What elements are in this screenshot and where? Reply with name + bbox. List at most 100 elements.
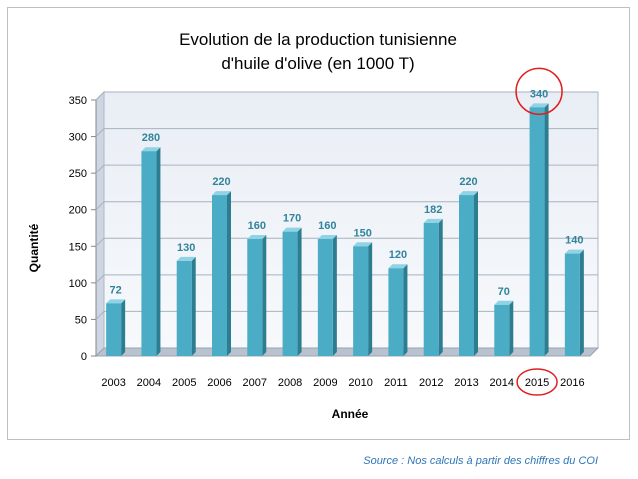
highlight-circle-value xyxy=(515,67,563,116)
bar-front xyxy=(247,238,263,356)
bar-top xyxy=(106,299,126,304)
bar-front xyxy=(459,195,474,356)
gridline xyxy=(95,201,598,211)
bar-top xyxy=(423,218,443,223)
bar-2005: 130 xyxy=(176,242,196,356)
y-axis-ticks: 0 50 100 150 200 250 300 350 xyxy=(69,95,96,363)
bar-side xyxy=(403,264,408,356)
bar-front xyxy=(212,195,227,356)
y-tick-label: 100 xyxy=(69,278,87,290)
bar-2004: 280 xyxy=(141,132,161,356)
x-tick-label: 2015 xyxy=(525,377,549,389)
gridline xyxy=(95,164,598,174)
data-label: 220 xyxy=(212,176,230,188)
data-label: 160 xyxy=(248,220,266,232)
source-note: Source : Nos calculs à partir des chiffr… xyxy=(363,455,598,467)
bar-top xyxy=(282,227,302,232)
bar-side xyxy=(332,234,337,356)
chart-title: Evolution de la production tunisienne d'h… xyxy=(179,30,457,73)
data-label: 220 xyxy=(459,176,477,188)
x-tick-label: 2012 xyxy=(419,377,443,389)
data-label: 130 xyxy=(177,242,195,254)
bar-side xyxy=(579,249,584,356)
bar-top xyxy=(353,242,373,247)
bar-front xyxy=(494,304,510,356)
x-tick-label: 2006 xyxy=(207,377,231,389)
bar-2016: 140 xyxy=(564,235,584,356)
data-label: 340 xyxy=(530,88,548,100)
bar-side xyxy=(368,242,373,356)
plot-floor xyxy=(94,347,600,357)
data-label: 150 xyxy=(353,227,371,239)
bar-top xyxy=(494,300,514,305)
y-tick-label: 300 xyxy=(69,132,87,144)
bar-side xyxy=(297,227,302,356)
x-tick-label: 2011 xyxy=(384,377,408,389)
chart-title-line: Evolution de la production tunisienne xyxy=(179,30,457,49)
bar-top xyxy=(317,234,337,239)
data-label: 120 xyxy=(389,249,407,261)
gridline xyxy=(95,91,598,101)
y-tick-label: 50 xyxy=(75,314,87,326)
data-label: 170 xyxy=(283,213,301,225)
plot-area xyxy=(94,90,600,358)
bar-side xyxy=(227,191,231,356)
y-tick-label: 350 xyxy=(69,95,87,107)
y-axis-label: Quantité xyxy=(27,223,41,272)
x-tick-label: 2010 xyxy=(348,377,372,389)
bar-front xyxy=(106,303,122,356)
y-tick-label: 200 xyxy=(69,205,87,217)
highlight-circle-year xyxy=(516,368,558,396)
bar-front xyxy=(564,253,580,356)
gridline xyxy=(95,128,598,137)
bar-front xyxy=(423,222,439,356)
data-label: 182 xyxy=(424,204,442,216)
x-tick-label: 2007 xyxy=(243,377,267,389)
x-tick-label: 2013 xyxy=(454,377,478,389)
bar-top xyxy=(141,147,161,152)
bar-side xyxy=(156,147,161,356)
bar-front xyxy=(176,260,192,356)
data-label: 140 xyxy=(565,235,583,247)
data-label: 280 xyxy=(142,132,160,144)
bar-side xyxy=(474,191,478,356)
bar-2014: 70 xyxy=(494,286,514,356)
bar-top xyxy=(247,234,267,239)
x-tick-label: 2005 xyxy=(172,377,196,389)
x-tick-label: 2004 xyxy=(137,377,161,389)
data-label: 160 xyxy=(318,220,336,232)
bar-front xyxy=(353,246,369,356)
bar-top xyxy=(564,249,584,254)
y-tick-label: 0 xyxy=(81,351,87,363)
bar-front xyxy=(388,268,404,356)
bar-front xyxy=(317,238,333,356)
bar-side xyxy=(438,218,443,356)
bar-2007: 160 xyxy=(247,220,267,356)
bar-side xyxy=(262,234,267,356)
bar-2009: 160 xyxy=(317,220,337,356)
bar-2011: 120 xyxy=(388,249,408,356)
x-tick-label: 2008 xyxy=(278,377,302,389)
bar-top xyxy=(176,256,196,261)
bar-top xyxy=(212,191,231,196)
highlight-annotations xyxy=(515,67,563,396)
chart-title-line: d'huile d'olive (en 1000 T) xyxy=(221,54,414,73)
bar-top xyxy=(459,191,478,196)
bar-2008: 170 xyxy=(282,213,302,356)
x-tick-label: 2014 xyxy=(490,377,514,389)
data-label: 70 xyxy=(498,286,510,298)
bar-side xyxy=(121,299,126,356)
bar-side xyxy=(544,103,549,356)
x-tick-label: 2003 xyxy=(101,377,125,389)
bars: 72 280 130 220 160 170 160 150 120 182 220 70 340 140 xyxy=(106,88,584,356)
bar-2003: 72 xyxy=(106,284,126,356)
y-tick-label: 250 xyxy=(69,168,87,180)
x-tick-label: 2016 xyxy=(560,377,584,389)
bar-front xyxy=(282,231,298,356)
bar-front xyxy=(529,107,545,356)
bar-2012: 182 xyxy=(423,204,443,356)
bar-2006: 220 xyxy=(212,176,231,356)
x-axis-ticks: 2003 2004 2005 2006 2007 2008 2009 2010 2011 2012… xyxy=(101,377,584,389)
bar-2013: 220 xyxy=(459,176,478,356)
